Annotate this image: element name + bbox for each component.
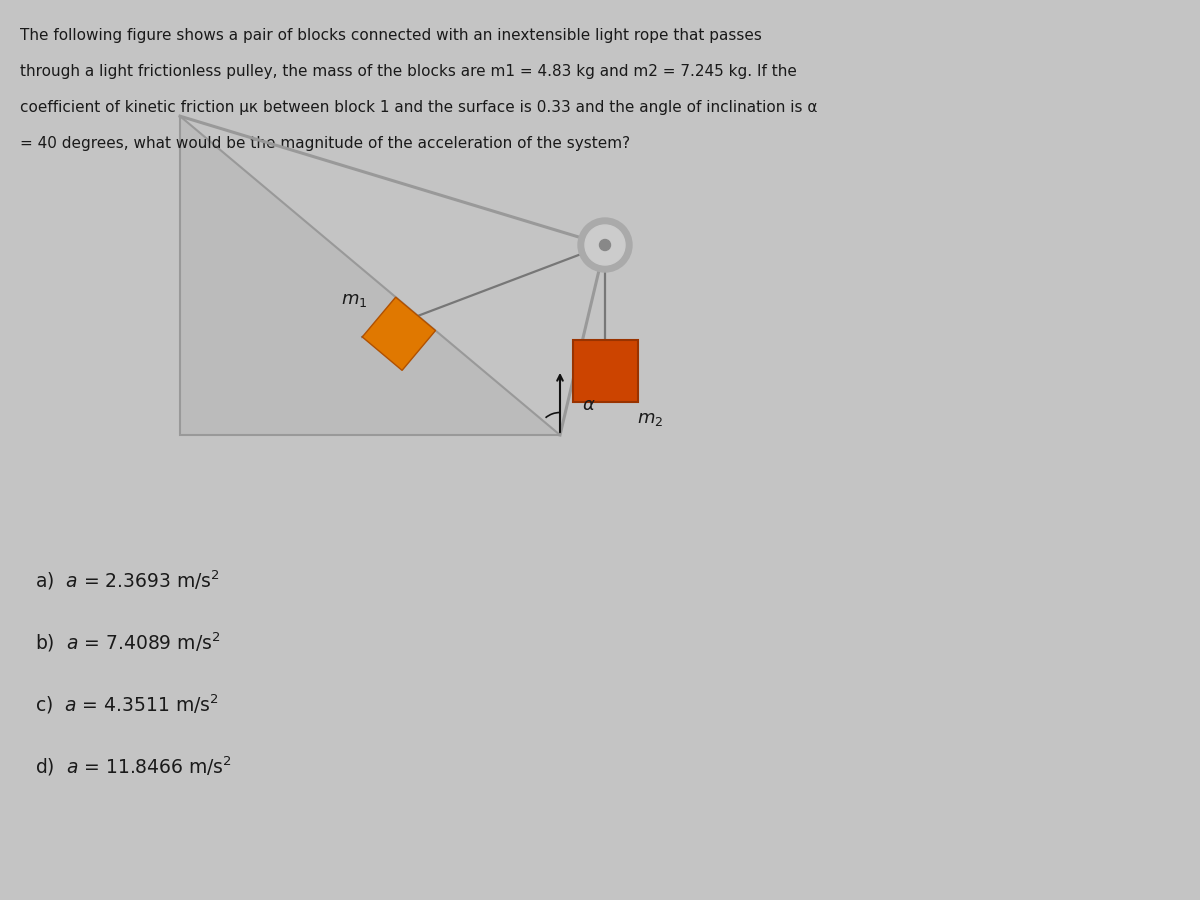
Text: b)  $a$ = 7.4089 m/s$^2$: b) $a$ = 7.4089 m/s$^2$ [35,630,221,653]
Polygon shape [180,116,560,435]
Polygon shape [362,297,436,371]
Bar [572,340,637,402]
Text: coefficient of kinetic friction μк between block 1 and the surface is 0.33 and t: coefficient of kinetic friction μк betwe… [20,100,817,115]
Text: $\alpha$: $\alpha$ [582,396,595,414]
Text: c)  $a$ = 4.3511 m/s$^2$: c) $a$ = 4.3511 m/s$^2$ [35,692,218,716]
Circle shape [600,239,611,250]
Text: $m_1$: $m_1$ [341,291,367,309]
Text: through a light frictionless pulley, the mass of the blocks are m1 = 4.83 kg and: through a light frictionless pulley, the… [20,64,797,79]
Text: $m_2$: $m_2$ [637,410,664,428]
Circle shape [578,218,632,272]
Circle shape [586,225,625,265]
Text: The following figure shows a pair of blocks connected with an inextensible light: The following figure shows a pair of blo… [20,28,762,43]
Text: d)  $a$ = 11.8466 m/s$^2$: d) $a$ = 11.8466 m/s$^2$ [35,754,232,778]
Text: a)  $a$ = 2.3693 m/s$^2$: a) $a$ = 2.3693 m/s$^2$ [35,568,220,592]
Text: = 40 degrees, what would be the magnitude of the acceleration of the system?: = 40 degrees, what would be the magnitud… [20,136,630,151]
